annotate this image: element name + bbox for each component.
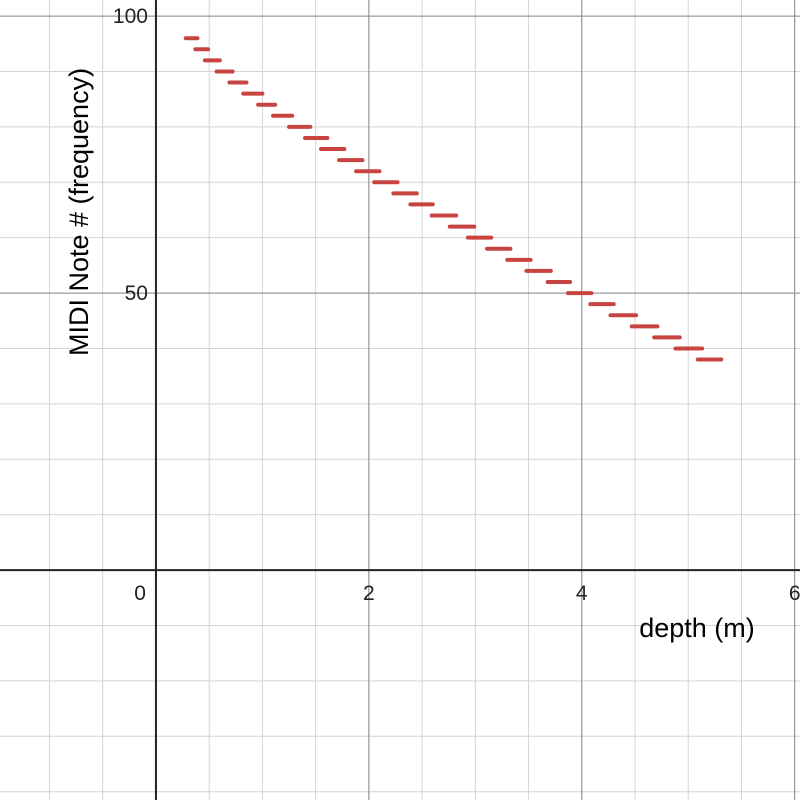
x-axis-label: depth (m) [639, 613, 755, 643]
x-tick-label: 2 [363, 582, 375, 605]
x-tick-label: 6 [789, 582, 800, 605]
y-tick-label: 50 [125, 282, 148, 305]
plot-area [183, 36, 724, 362]
x-tick-label: 0 [134, 582, 146, 605]
y-tick-label: 100 [113, 5, 148, 28]
y-axis-label: MIDI Note # (frequency) [64, 68, 94, 356]
x-tick-label: 4 [576, 582, 588, 605]
